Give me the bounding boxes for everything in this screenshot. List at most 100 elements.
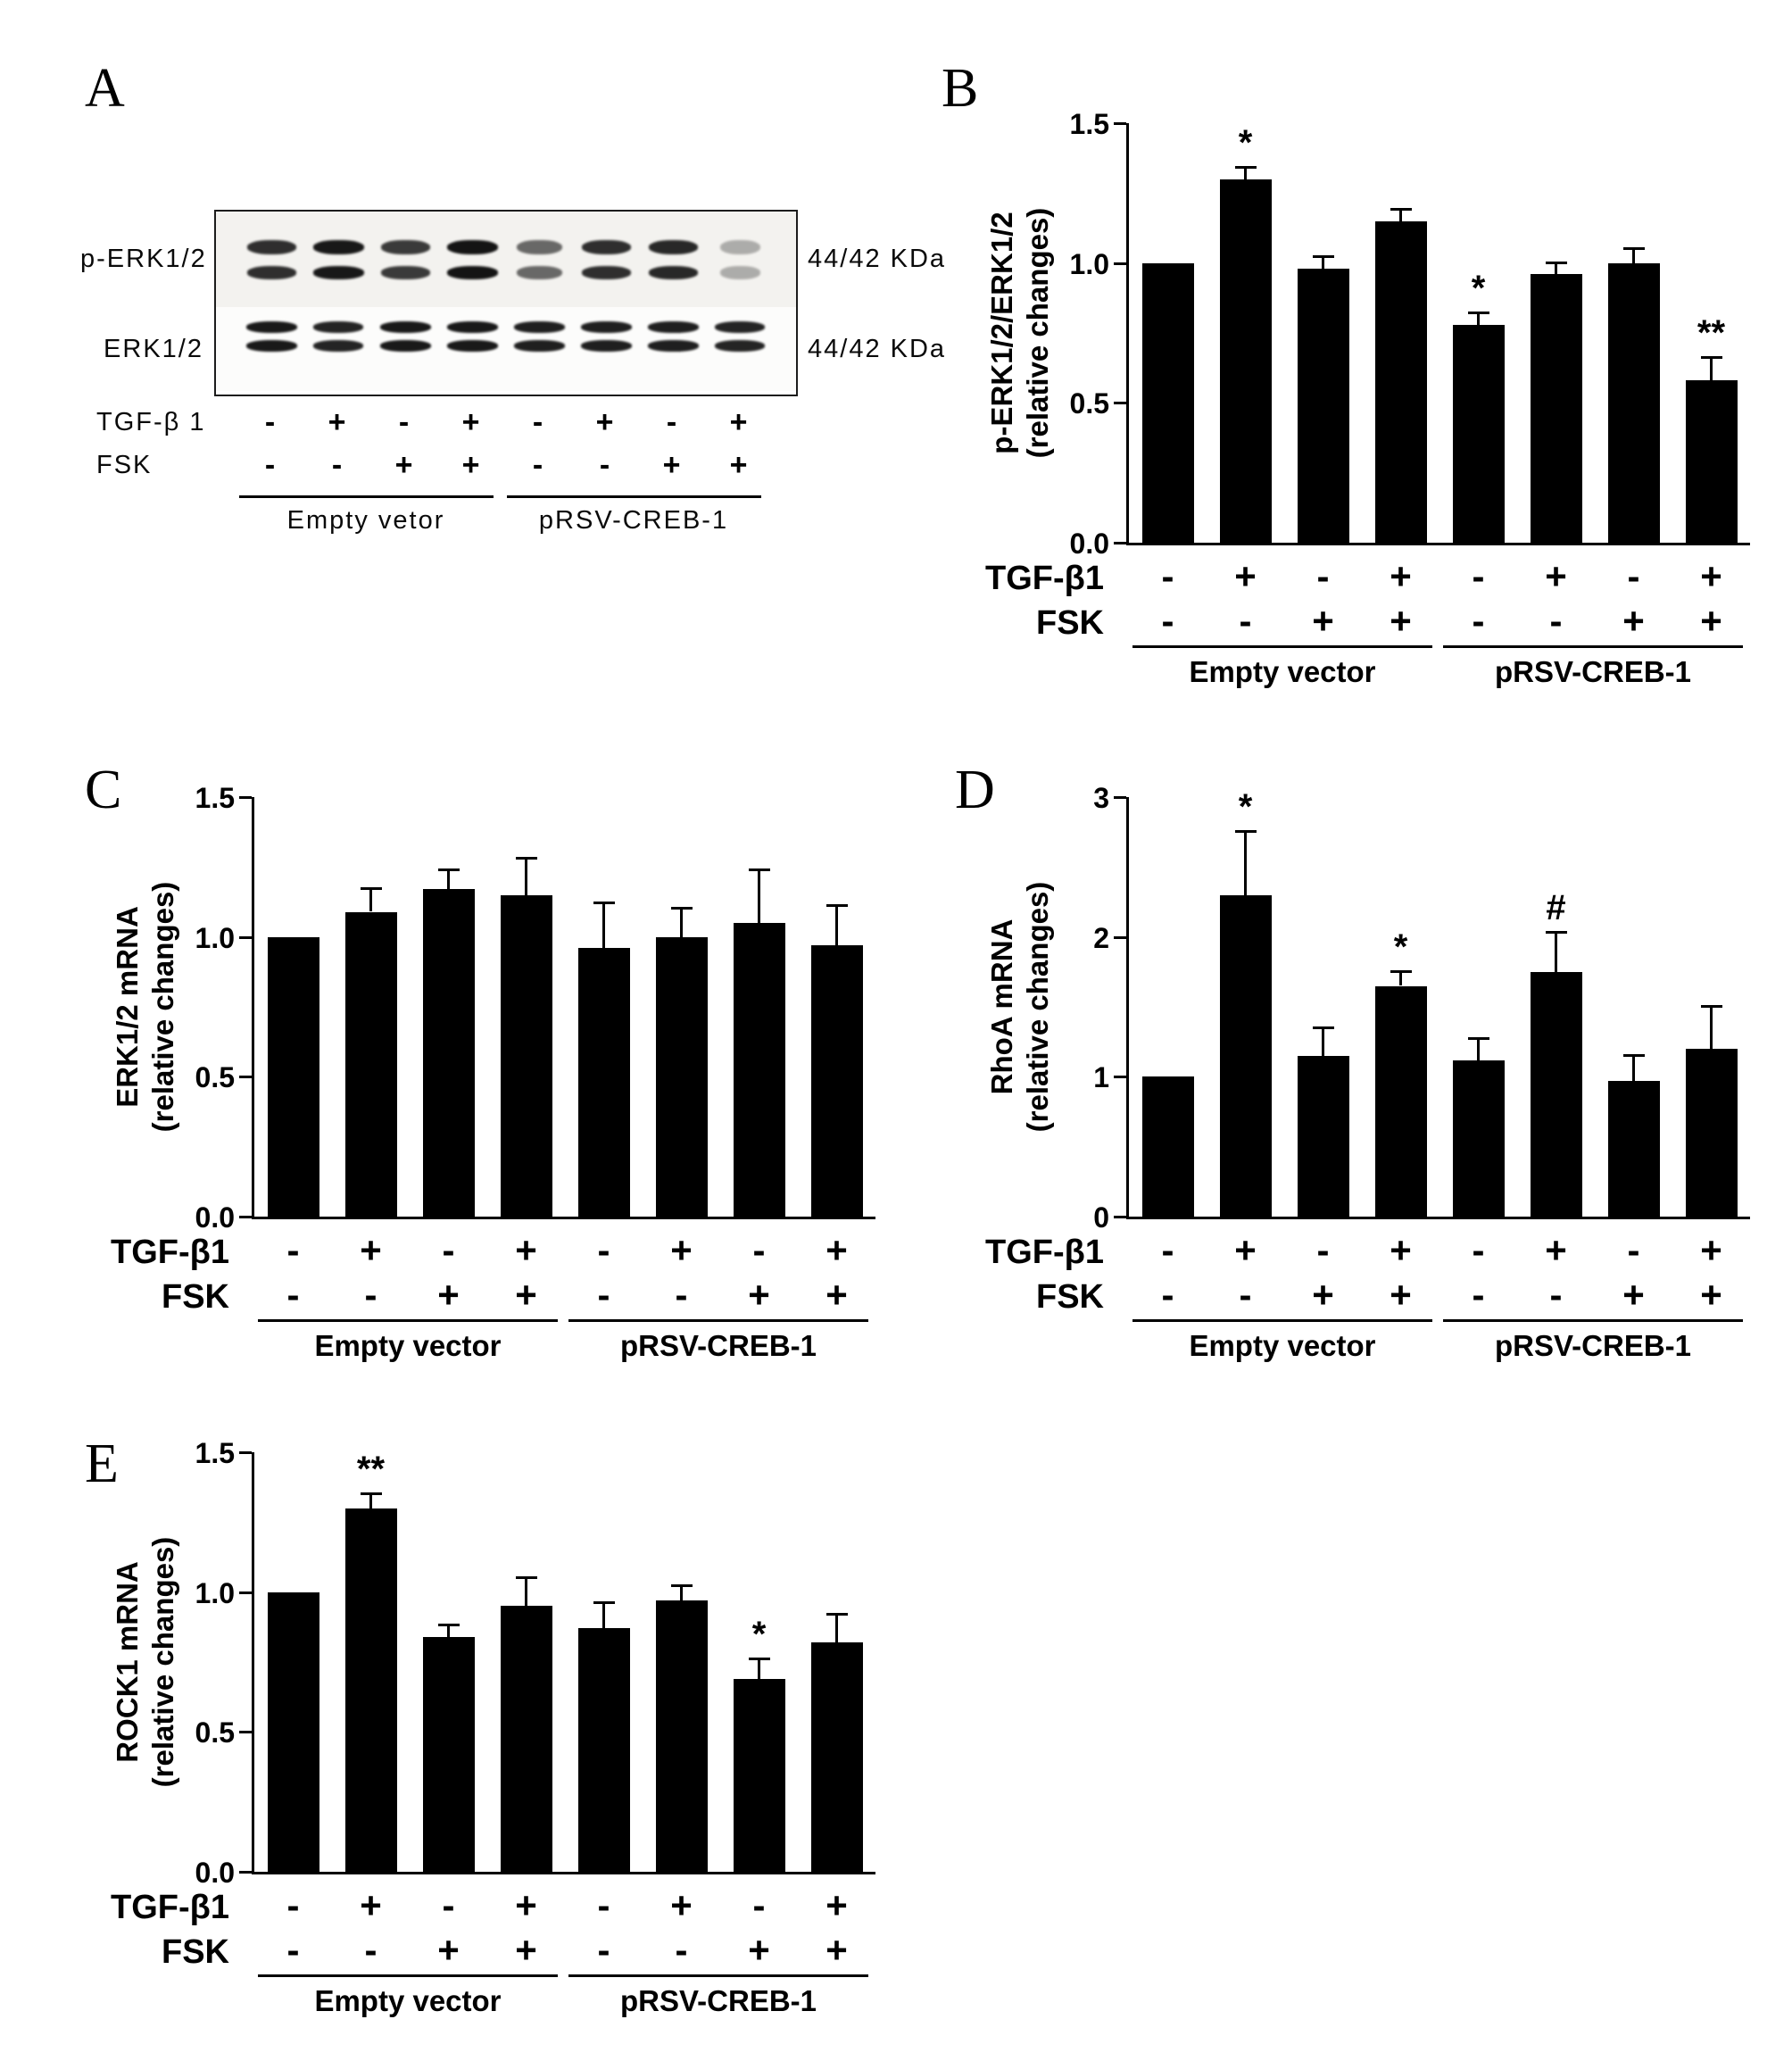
- tgf-sign: +: [1700, 555, 1722, 597]
- fsk-row-label: FSK: [162, 1933, 229, 1971]
- error-bar: [835, 1614, 838, 1642]
- tgf-sign: -: [1627, 555, 1640, 597]
- fsk-sign: +: [1622, 1274, 1645, 1316]
- error-bar-cap: [515, 1576, 537, 1579]
- group-line: [258, 1319, 558, 1322]
- blot-band: [313, 266, 365, 279]
- y-tick: [239, 1871, 252, 1874]
- tgf-sign: -: [1161, 555, 1174, 597]
- bar: [733, 1678, 785, 1872]
- error-bar: [1710, 358, 1713, 381]
- bar: [810, 1642, 863, 1872]
- fsk-sign: -: [1472, 600, 1485, 642]
- bar: [577, 1628, 630, 1872]
- panel-d-letter: D: [955, 760, 995, 820]
- error-bar: [1555, 262, 1557, 275]
- group-line: [238, 495, 494, 498]
- group-label: Empty vector: [1189, 655, 1376, 688]
- bar: [1297, 268, 1349, 543]
- tgf-sign: +: [515, 1229, 537, 1271]
- error-bar-cap: [748, 1657, 770, 1660]
- blot-band: [381, 266, 430, 279]
- y-tick: [1114, 542, 1126, 544]
- error-bar: [1322, 257, 1324, 269]
- error-bar: [1399, 971, 1402, 986]
- bar: [267, 1591, 319, 1872]
- group-label: pRSV-CREB-1: [1494, 1329, 1692, 1362]
- group-line: [1443, 1319, 1743, 1322]
- y-tick: [239, 1591, 252, 1594]
- blot-band: [380, 340, 432, 352]
- error-bar: [680, 909, 683, 937]
- error-bar: [1244, 168, 1247, 179]
- bar: [1219, 179, 1272, 543]
- tgf-sign: -: [1316, 1229, 1330, 1271]
- blot-band: [246, 321, 298, 333]
- y-tick-label: 0.0: [1069, 528, 1109, 560]
- blot-band: [720, 266, 760, 279]
- y-tick-label: 0.0: [195, 1201, 235, 1234]
- tgf-sign: +: [670, 1229, 693, 1271]
- blot-band: [514, 321, 565, 333]
- error-bar: [1632, 249, 1635, 263]
- x-axis: [252, 1217, 875, 1219]
- y-tick: [1114, 262, 1126, 265]
- bar: [1530, 274, 1582, 543]
- fsk-sign: +: [1622, 600, 1645, 642]
- y-tick: [239, 935, 252, 939]
- y-axis-label-line: ROCK1 mRNA: [111, 1561, 144, 1763]
- error-bar: [1322, 1027, 1324, 1056]
- error-bar: [447, 1625, 450, 1637]
- tgf-sign: -: [286, 1229, 300, 1271]
- bar: [1530, 971, 1582, 1217]
- blot-box: [214, 210, 798, 396]
- y-axis-label: ERK1/2 mRNA (relative changes): [110, 797, 185, 1217]
- fsk-row-label: FSK: [1036, 1278, 1104, 1316]
- tgf-sign: +: [1390, 555, 1412, 597]
- tgf-sign: -: [1161, 1229, 1174, 1271]
- y-tick: [1114, 122, 1126, 125]
- tgf-sign: -: [532, 405, 543, 439]
- fsk-sign: +: [437, 1929, 460, 1971]
- fsk-sign: -: [286, 1929, 300, 1971]
- bar: [344, 1508, 397, 1872]
- group-label: Empty vector: [314, 1329, 502, 1362]
- panel-a-western-blot: A p-ERK1/2 ERK1/2 44/42 KDa 44/42 KDa TG…: [80, 45, 982, 553]
- blot-band: [581, 340, 632, 352]
- tgf-sign: +: [461, 405, 480, 439]
- fsk-sign: +: [825, 1929, 848, 1971]
- bar: [500, 1606, 552, 1872]
- group-line: [1443, 645, 1743, 648]
- y-axis-label: ROCK1 mRNA (relative changes): [110, 1452, 185, 1872]
- blot-band: [648, 240, 699, 254]
- bar: [267, 936, 319, 1217]
- sig-marker: #: [1546, 888, 1566, 927]
- y-axis-label-line: (relative changes): [146, 1536, 179, 1788]
- fsk-sign: -: [1239, 1274, 1252, 1316]
- tgf-sign: +: [670, 1884, 693, 1926]
- tgf-sign: +: [595, 405, 614, 439]
- error-bar-cap: [437, 868, 460, 871]
- bar: [344, 911, 397, 1217]
- bar: [1685, 380, 1738, 543]
- y-tick: [239, 1731, 252, 1734]
- error-bar-cap: [1700, 1005, 1722, 1008]
- error-bar-cap: [670, 907, 693, 910]
- y-tick: [239, 1451, 252, 1454]
- group-label: pRSV-CREB-1: [1494, 655, 1692, 688]
- tgf-sign: -: [286, 1884, 300, 1926]
- error-bar-cap: [1312, 1026, 1334, 1029]
- tgf-row-label: TGF-β1: [985, 1234, 1104, 1271]
- blot-band: [446, 240, 499, 254]
- fsk-sign: +: [1390, 1274, 1412, 1316]
- fsk-sign: -: [597, 1274, 610, 1316]
- error-bar: [1477, 313, 1480, 325]
- y-tick-label: 3: [1093, 782, 1109, 814]
- error-bar: [525, 1578, 527, 1607]
- tgf-sign: -: [264, 405, 276, 439]
- tgf-sign: +: [1390, 1229, 1412, 1271]
- error-bar-cap: [1622, 1053, 1645, 1057]
- sig-marker: *: [1238, 787, 1253, 827]
- error-bar: [758, 869, 760, 923]
- error-bar-cap: [1234, 830, 1257, 834]
